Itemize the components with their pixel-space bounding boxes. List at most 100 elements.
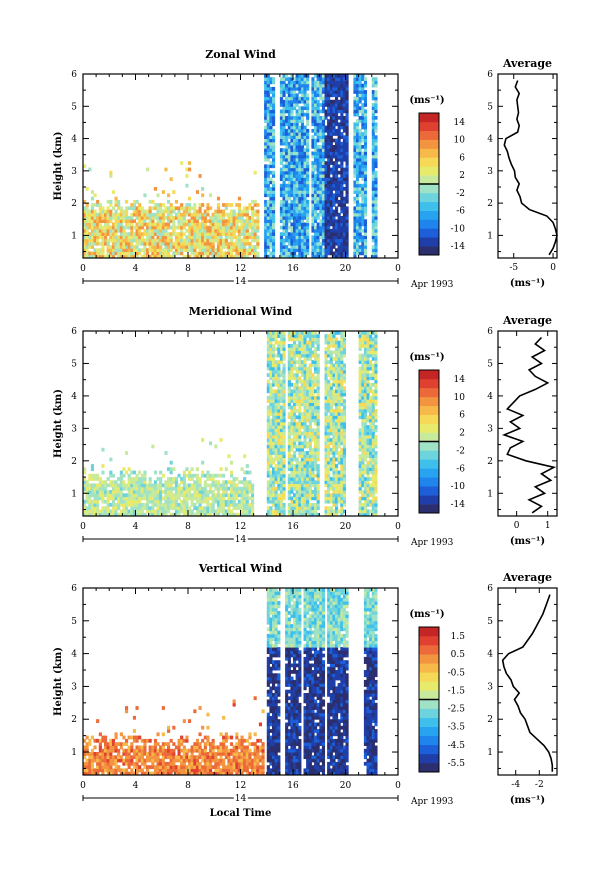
heatmap-cell <box>272 154 276 159</box>
heatmap-cell <box>266 415 270 420</box>
heatmap-cell <box>324 454 328 459</box>
heatmap-cell <box>316 337 320 342</box>
heatmap-cell <box>161 225 165 230</box>
heatmap-cell <box>122 499 126 504</box>
heatmap-cell <box>345 190 349 194</box>
heatmap-cell <box>216 238 221 243</box>
heatmap-cell <box>227 235 231 240</box>
heatmap-cell <box>327 167 331 172</box>
heatmap-cell <box>138 493 142 498</box>
heatmap-cell <box>303 86 307 91</box>
heatmap-cell <box>293 157 297 162</box>
heatmap-cell <box>104 212 108 217</box>
heatmap-cell <box>243 486 247 491</box>
heatmap-cell <box>285 116 289 120</box>
heatmap-cell <box>85 187 89 191</box>
heatmap-cell <box>298 395 302 400</box>
heatmap-cell <box>324 451 328 455</box>
heatmap-cell <box>83 254 87 259</box>
heatmap-cell <box>332 187 336 191</box>
heatmap-cell <box>295 203 299 207</box>
heatmap-cell <box>201 238 205 243</box>
heatmap-cell <box>117 251 121 256</box>
heatmap-cell <box>311 451 315 455</box>
heatmap-cell <box>285 83 289 88</box>
heatmap-cell <box>153 490 158 494</box>
heatmap-cell <box>314 376 318 381</box>
heatmap-cell <box>272 360 276 364</box>
heatmap-cell <box>272 77 276 81</box>
heatmap-cell <box>303 164 307 169</box>
heatmap-cell <box>361 216 365 220</box>
heatmap-cell <box>282 438 286 442</box>
heatmap-cell <box>269 499 273 504</box>
heatmap-cell <box>285 141 289 146</box>
heatmap-cell <box>345 209 349 214</box>
heatmap-cell <box>361 154 365 159</box>
heatmap-cell <box>277 509 281 514</box>
heatmap-cell <box>282 228 286 233</box>
heatmap-cell <box>340 164 344 169</box>
heatmap-cell <box>332 480 336 485</box>
heatmap-cell <box>164 238 168 243</box>
heatmap-cell <box>300 203 305 207</box>
heatmap-cell <box>327 344 331 348</box>
heatmap-cell <box>303 209 307 214</box>
heatmap-cell <box>327 106 331 111</box>
heatmap-cell <box>293 190 297 194</box>
heatmap-cell <box>195 486 200 491</box>
heatmap-cell <box>282 241 286 246</box>
heatmap-cell <box>237 209 242 214</box>
heatmap-cell <box>279 331 284 335</box>
heatmap-cell <box>300 86 305 91</box>
heatmap-cell <box>111 216 116 220</box>
heatmap-cell <box>272 232 276 236</box>
heatmap-cell <box>269 225 273 230</box>
heatmap-cell <box>266 151 270 156</box>
heatmap-cell <box>293 405 297 410</box>
heatmap-cell <box>324 418 328 423</box>
heatmap-cell <box>96 483 100 488</box>
heatmap-cell <box>303 132 307 136</box>
heatmap-cell <box>342 138 347 143</box>
heatmap-cell <box>295 145 299 149</box>
heatmap-cell <box>337 235 341 240</box>
heatmap-cell <box>279 392 284 397</box>
heatmap-cell <box>169 480 173 485</box>
heatmap-cell <box>83 219 87 224</box>
heatmap-cell <box>342 135 347 140</box>
heatmap-cell <box>287 357 291 361</box>
heatmap-cell <box>282 103 286 107</box>
heatmap-cell <box>332 431 336 436</box>
heatmap-cell <box>216 254 221 259</box>
heatmap-cell <box>311 135 315 140</box>
heatmap-cell <box>224 467 228 472</box>
heatmap-cell <box>104 238 108 243</box>
heatmap-cell <box>272 219 276 224</box>
heatmap-cell <box>83 483 87 488</box>
heatmap-cell <box>298 434 302 439</box>
heatmap-cell <box>329 232 333 236</box>
heatmap-cell <box>264 135 268 140</box>
heatmap-cell <box>363 203 368 207</box>
heatmap-cell <box>151 245 155 249</box>
heatmap-cell <box>203 248 207 253</box>
heatmap-cell <box>287 477 291 481</box>
heatmap-cell <box>324 334 328 338</box>
heatmap-cell <box>272 493 276 498</box>
heatmap-cell <box>88 493 92 498</box>
heatmap-cell <box>335 122 339 127</box>
heatmap-cell <box>324 389 328 394</box>
heatmap-cell <box>371 206 375 211</box>
heatmap-cell <box>329 373 333 377</box>
heatmap-cell <box>290 425 294 429</box>
heatmap-cell <box>290 193 294 198</box>
heatmap-cell <box>290 438 294 442</box>
heatmap-cell <box>153 241 158 246</box>
heatmap-cell <box>316 506 320 511</box>
heatmap-cell <box>327 177 331 182</box>
heatmap-cell <box>266 74 270 78</box>
heatmap-cell <box>321 99 326 104</box>
heatmap-cell <box>274 360 278 364</box>
heatmap-cell <box>374 103 378 107</box>
